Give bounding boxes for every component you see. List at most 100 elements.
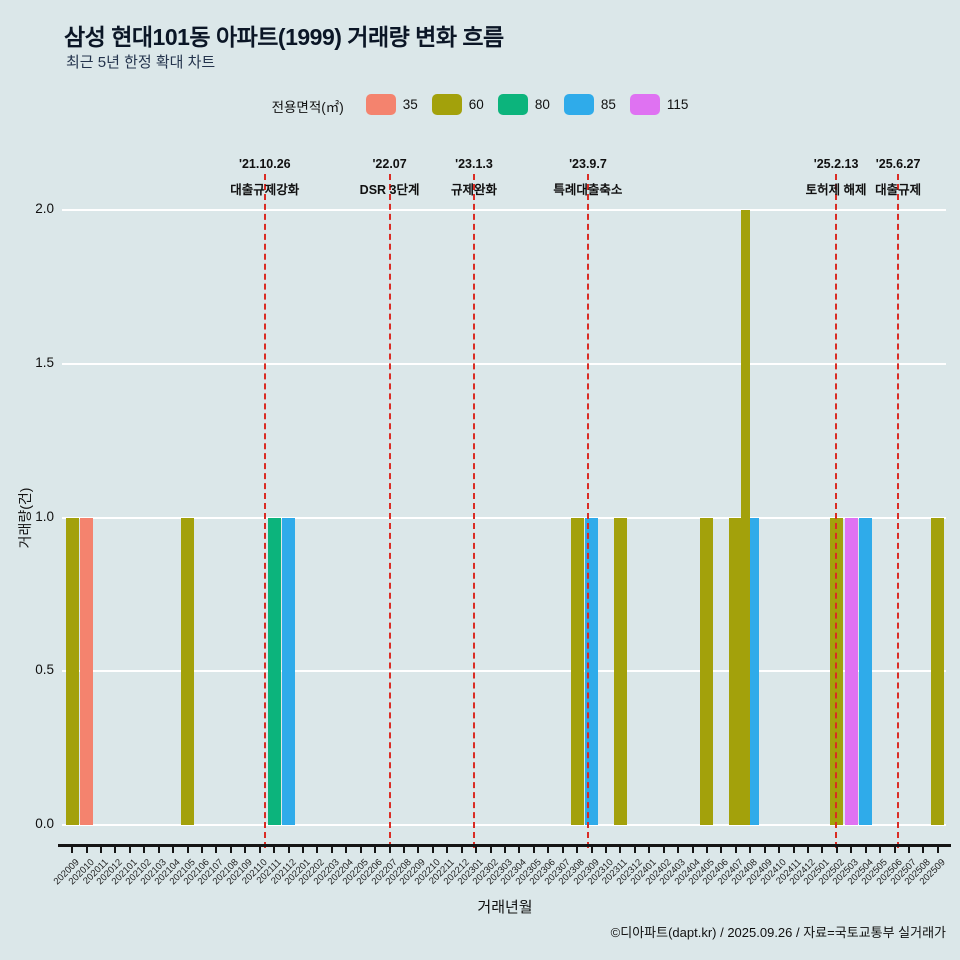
gridline-y-2.0 <box>62 209 946 211</box>
legend-swatch-80 <box>497 94 528 115</box>
legend-swatch-85 <box>563 94 594 115</box>
x-tick <box>705 847 708 853</box>
y-tick-label: 0.0 <box>35 816 54 831</box>
x-tick <box>763 847 766 853</box>
x-tick <box>806 847 809 853</box>
x-tick <box>460 847 463 853</box>
y-tick-label: 1.0 <box>35 508 54 524</box>
x-tick <box>359 847 362 853</box>
x-tick <box>778 847 781 853</box>
x-tick <box>821 847 824 853</box>
x-axis-line <box>58 844 951 847</box>
x-tick <box>590 847 593 853</box>
legend-item-80[interactable]: 80 <box>497 94 550 115</box>
bar-202311-area-60[interactable] <box>613 517 627 825</box>
y-tick-label: 0.5 <box>35 662 54 678</box>
event-line-1 <box>388 174 391 848</box>
x-tick <box>201 847 204 853</box>
bar-202407-area-60[interactable] <box>729 517 743 825</box>
x-tick <box>316 847 319 853</box>
bar-202010-area-35[interactable] <box>80 517 94 825</box>
legend-item-60[interactable]: 60 <box>431 94 484 115</box>
gridline-y-1.5 <box>62 362 946 365</box>
x-tick <box>417 847 420 853</box>
copyright-credit: ©디아파트(dapt.kr) / 2025.09.26 / 자료=국토교통부 실… <box>610 925 946 940</box>
x-tick <box>922 847 925 853</box>
event-date-5: '25.6.27 <box>875 157 921 171</box>
y-tick-label: 2.0 <box>35 201 54 216</box>
event-label-2: 규제완화 <box>450 183 497 197</box>
event-label-0: 대출규제강화 <box>230 183 300 197</box>
x-tick <box>648 847 651 853</box>
x-tick <box>229 847 232 853</box>
x-tick <box>388 847 391 853</box>
legend-item-85[interactable]: 85 <box>563 94 616 115</box>
x-tick <box>633 847 636 853</box>
bar-202009-area-60[interactable] <box>65 517 79 825</box>
legend-item-115[interactable]: 115 <box>629 94 688 115</box>
event-line-5 <box>897 174 900 848</box>
page-subtitle: 최근 5년 한정 확대 차트 <box>66 54 216 71</box>
event-label-1: DSR 3단계 <box>359 183 420 197</box>
legend-swatch-35 <box>365 94 396 115</box>
x-tick <box>330 847 333 853</box>
x-tick <box>345 847 348 853</box>
event-date-0: '21.10.26 <box>238 157 291 171</box>
x-tick <box>835 847 838 853</box>
x-tick <box>258 847 261 853</box>
legend-item-label-60: 60 <box>468 97 484 112</box>
legend-item-label-85: 85 <box>600 97 616 112</box>
event-label-4: 토허제 해제 <box>805 183 867 197</box>
x-tick <box>446 847 449 853</box>
bar-202504-area-85[interactable] <box>859 517 873 825</box>
bar-202503-area-115[interactable] <box>844 517 858 825</box>
x-tick <box>749 847 752 853</box>
x-tick <box>71 847 74 853</box>
x-tick <box>374 847 377 853</box>
x-tick <box>576 847 579 853</box>
gridline-y-0.5 <box>62 670 946 673</box>
x-tick <box>907 847 910 853</box>
x-tick <box>273 847 276 853</box>
event-line-3 <box>586 174 589 848</box>
legend-swatch-60 <box>431 94 462 115</box>
x-tick <box>850 847 853 853</box>
x-tick <box>691 847 694 853</box>
gridline-y-0.0 <box>62 824 946 826</box>
bar-202308-area-60[interactable] <box>570 517 584 825</box>
bar-202105-area-60[interactable] <box>181 517 195 825</box>
x-tick <box>431 847 434 853</box>
event-date-3: '23.9.7 <box>569 157 607 171</box>
event-date-2: '23.1.3 <box>455 157 493 171</box>
x-tick <box>936 847 939 853</box>
x-tick <box>143 847 146 853</box>
x-tick <box>561 847 564 853</box>
x-tick <box>864 847 867 853</box>
event-line-2 <box>472 174 475 848</box>
x-tick <box>604 847 607 853</box>
bar-202111-area-80[interactable] <box>267 517 281 825</box>
x-tick <box>100 847 103 853</box>
x-tick <box>403 847 406 853</box>
x-axis-title: 거래년월 <box>477 899 533 916</box>
bar-202112-area-85[interactable] <box>282 517 296 825</box>
x-tick <box>172 847 175 853</box>
x-tick <box>619 847 622 853</box>
legend: 전용면적(㎡) 35 60 80 85 115 <box>0 94 960 118</box>
bar-202408-area-85[interactable] <box>750 517 760 825</box>
x-tick <box>215 847 218 853</box>
x-tick <box>893 847 896 853</box>
x-tick <box>489 847 492 853</box>
bar-202405-area-60[interactable] <box>700 517 714 825</box>
event-line-0 <box>263 174 266 848</box>
x-tick <box>792 847 795 853</box>
legend-item-35[interactable]: 35 <box>365 94 418 115</box>
x-tick <box>85 847 88 853</box>
x-tick <box>244 847 247 853</box>
x-tick <box>128 847 131 853</box>
event-date-1: '22.07 <box>372 157 407 171</box>
bar-202509-area-60[interactable] <box>931 517 945 825</box>
page-title: 삼성 현대101동 아파트(1999) 거래량 변화 흐름 <box>64 24 504 50</box>
bar-202408-area-60[interactable] <box>741 210 751 825</box>
